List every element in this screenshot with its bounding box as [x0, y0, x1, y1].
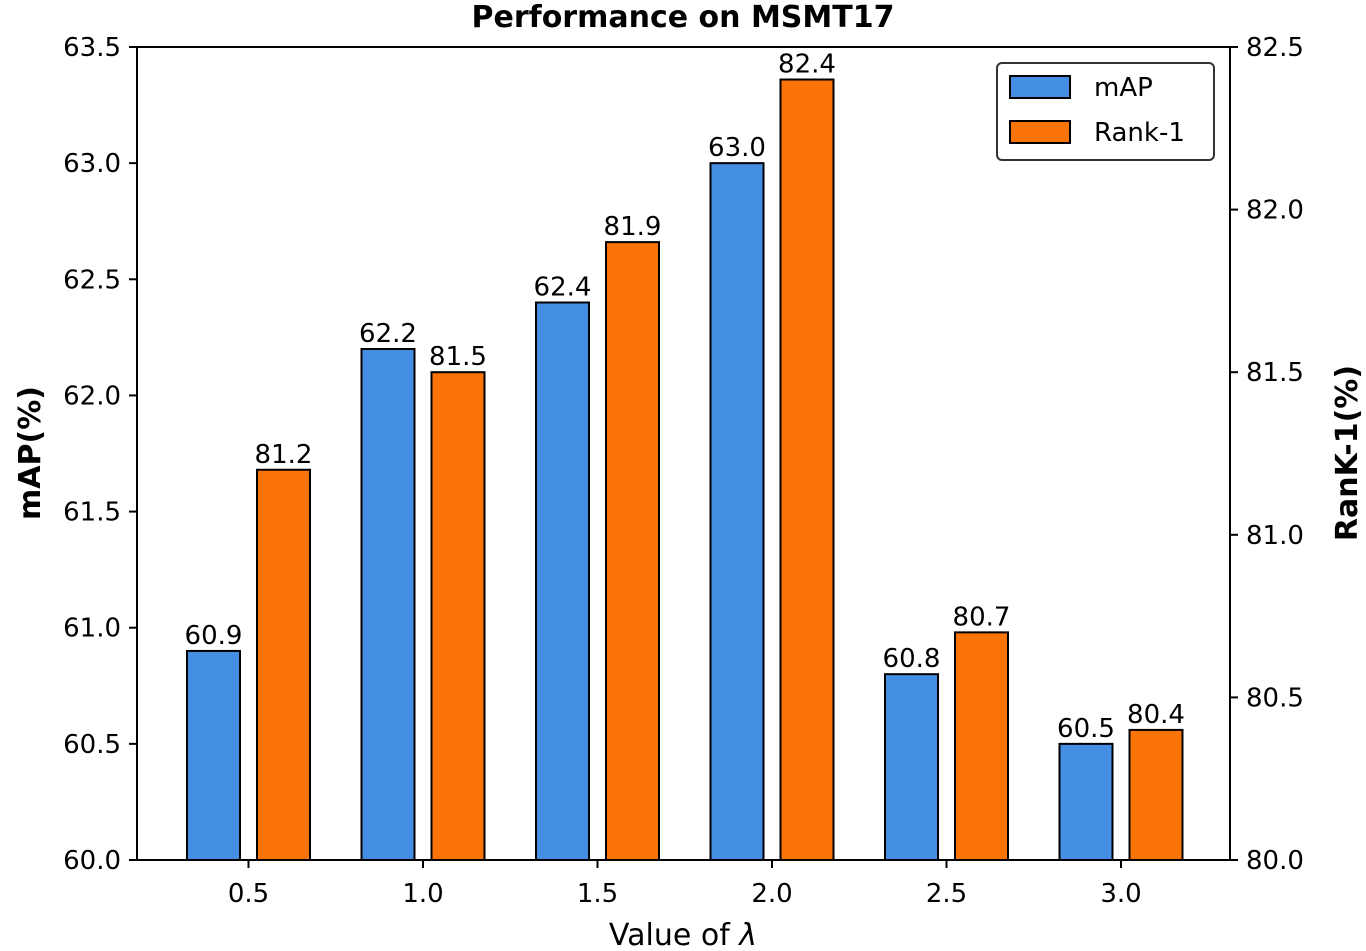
bar-map-1-5 — [535, 301, 590, 861]
x-axis: 0.5 1.0 1.5 2.0 2.5 3.0 — [228, 860, 1142, 909]
legend-swatch-rank1 — [1009, 120, 1071, 144]
plot-frame — [136, 46, 1231, 861]
left-tick-label: 62.5 — [63, 265, 121, 295]
bar-map-0-5 — [186, 649, 241, 862]
bar-rank-1-1-0 — [430, 371, 486, 861]
x-tick-label: 2.5 — [926, 879, 967, 909]
legend-swatch-map — [1009, 75, 1071, 99]
right-tick-label: 80.0 — [1246, 846, 1304, 876]
bar-label-rank-1-0-5: 81.2 — [255, 440, 313, 470]
bar-rank-1-2-5 — [954, 631, 1009, 861]
x-tick-label: 3.0 — [1100, 879, 1141, 909]
left-tick-label: 63.0 — [63, 149, 121, 179]
left-tick-label: 63.5 — [63, 33, 121, 63]
bar-label-rank-1-1-0: 81.5 — [429, 342, 487, 372]
left-tick-label: 60.0 — [63, 846, 121, 876]
x-tick-label: 0.5 — [228, 879, 269, 909]
lambda-symbol: λ — [737, 918, 757, 951]
bar-label-rank-1-2-0: 82.4 — [778, 50, 836, 80]
bar-label-rank-1-3-0: 80.4 — [1127, 700, 1185, 730]
x-tick-label: 2.0 — [751, 879, 792, 909]
left-tick-label: 62.0 — [63, 381, 121, 411]
bar-label-map-1-5: 62.4 — [534, 273, 592, 303]
left-tick-label: 61.5 — [63, 498, 121, 528]
right-tick-label: 81.0 — [1246, 521, 1304, 551]
legend: mAP Rank-1 — [996, 62, 1215, 161]
bar-label-map-3-0: 60.5 — [1057, 714, 1115, 744]
x-axis-title: Value of λ — [609, 918, 757, 951]
x-tick-label: 1.0 — [402, 879, 443, 909]
bar-label-map-1-0: 62.2 — [359, 319, 417, 349]
bar-rank-1-3-0 — [1128, 728, 1184, 861]
bars-layer — [186, 78, 1184, 862]
legend-label-map: mAP — [1094, 73, 1153, 103]
bar-label-map-0-5: 60.9 — [185, 621, 243, 651]
bar-rank-1-1-5 — [605, 241, 660, 861]
bar-label-map-2-5: 60.8 — [883, 644, 941, 674]
bar-label-rank-1-2-5: 80.7 — [953, 602, 1011, 632]
right-tick-label: 80.5 — [1246, 683, 1304, 713]
bar-map-3-0 — [1058, 742, 1114, 861]
bar-map-2-5 — [884, 673, 939, 862]
bar-map-2-0 — [709, 162, 765, 861]
bar-labels-layer: 60.9 62.2 62.4 63.0 60.8 60.5 81.2 81.5 81.9 82.4… — [185, 50, 1185, 744]
right-y-axis: 80.0 80.5 81.0 81.5 82.0 82.5 — [1230, 33, 1304, 876]
bar-map-1-0 — [360, 347, 416, 861]
right-tick-label: 82.0 — [1246, 196, 1304, 226]
y-axis-left-title: mAP(%) — [13, 386, 48, 520]
left-tick-label: 61.0 — [63, 614, 121, 644]
bar-label-map-2-0: 63.0 — [708, 133, 766, 163]
x-tick-label: 1.5 — [577, 879, 618, 909]
y-axis-right-title: RanK-1(%) — [1330, 365, 1365, 541]
right-tick-label: 82.5 — [1246, 33, 1304, 63]
legend-label-rank1: Rank-1 — [1094, 118, 1185, 148]
left-tick-label: 60.5 — [63, 730, 121, 760]
bar-rank-1-0-5 — [256, 468, 311, 861]
bar-label-rank-1-1-5: 81.9 — [604, 212, 662, 242]
right-tick-label: 81.5 — [1246, 358, 1304, 388]
bar-rank-1-2-0 — [779, 78, 835, 861]
x-axis-title-prefix: Value of — [609, 918, 739, 951]
chart-title: Performance on MSMT17 — [472, 0, 895, 35]
left-y-axis: 60.0 60.5 61.0 61.5 62.0 62.5 63.0 63.5 — [63, 33, 137, 876]
